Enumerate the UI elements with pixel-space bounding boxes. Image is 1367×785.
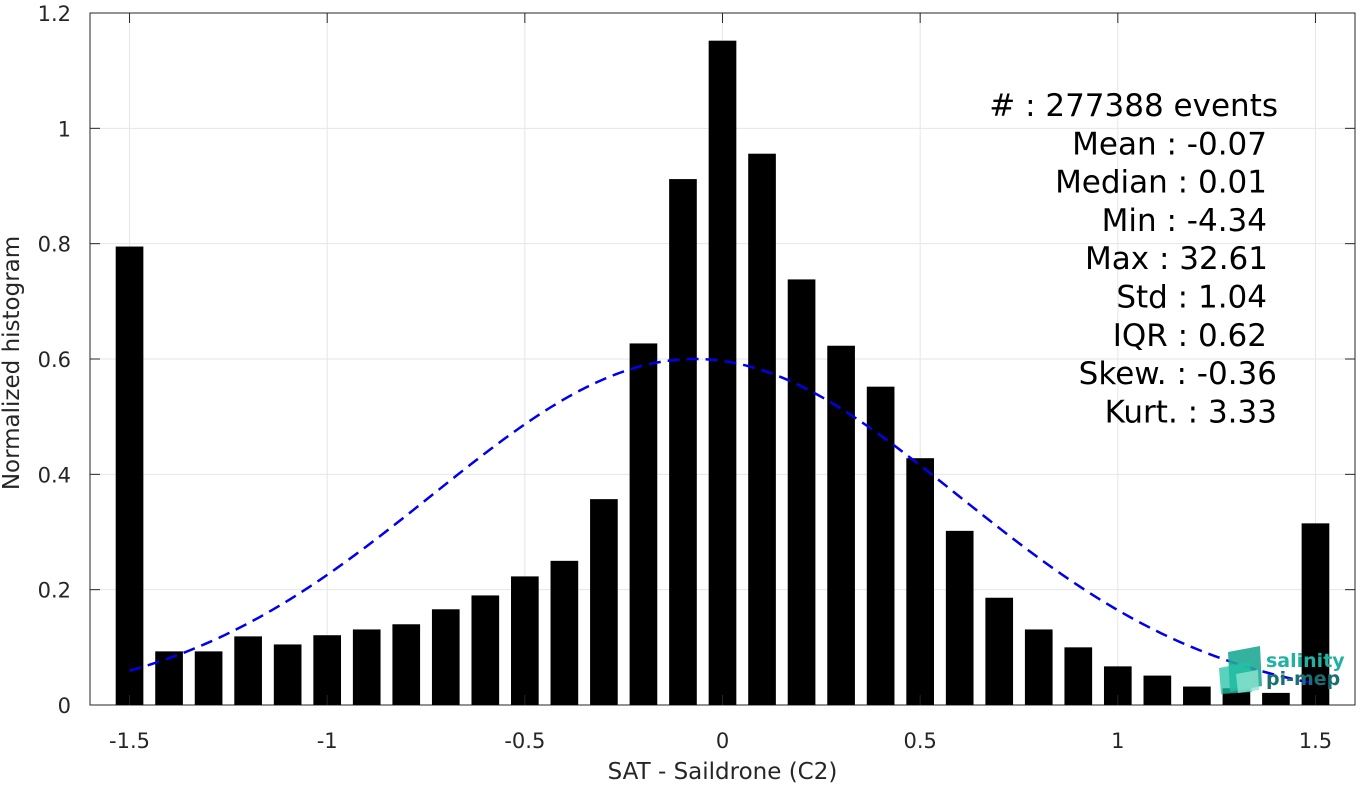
x-tick-label: -1 xyxy=(317,729,338,753)
x-tick-label: 0 xyxy=(716,729,729,753)
histogram-bar xyxy=(827,345,855,705)
histogram-bar xyxy=(392,624,421,705)
histogram-bar xyxy=(431,609,460,705)
histogram-bar xyxy=(234,636,262,705)
histogram-bar xyxy=(471,595,500,705)
histogram-bar xyxy=(115,246,144,706)
histogram-bar xyxy=(1064,647,1093,705)
histogram-bar xyxy=(273,644,302,705)
histogram-bar xyxy=(550,560,579,705)
histogram-bar xyxy=(1024,629,1053,705)
salinity-pimep-logo: salinity pi-mep xyxy=(1219,646,1345,694)
histogram-bar xyxy=(1262,692,1290,705)
histogram-bar xyxy=(906,458,934,705)
histogram-bar xyxy=(669,179,697,705)
x-tick-label: 1 xyxy=(1111,729,1124,753)
histogram-bar xyxy=(511,576,539,705)
stats-line: Mean : -0.07 xyxy=(1072,126,1267,162)
x-tick-label: -1.5 xyxy=(109,729,150,753)
stats-line: # : 277388 events xyxy=(989,88,1278,124)
histogram-bar xyxy=(1301,523,1330,705)
histogram-bar xyxy=(866,386,895,705)
histogram-bar xyxy=(352,629,381,705)
x-axis-ticks: -1.5 -1 -0.5 0 0.5 1 1.5 xyxy=(109,13,1332,753)
stats-line: Kurt. : 3.33 xyxy=(1105,394,1277,430)
gaussian-fit-curve xyxy=(129,357,1316,685)
histogram-bar xyxy=(945,530,974,705)
y-tick-label: 0 xyxy=(58,694,71,718)
histogram-bar xyxy=(590,499,618,705)
histogram-bar xyxy=(708,40,737,706)
y-tick-label: 0.4 xyxy=(38,463,71,487)
histogram-bar xyxy=(1183,686,1211,705)
logo-text-pimep: pi-mep xyxy=(1266,668,1340,690)
y-tick-label: 1 xyxy=(58,117,71,141)
histogram-bar xyxy=(787,279,816,705)
y-axis-ticks: 0 0.2 0.4 0.6 0.8 1 1.2 xyxy=(38,2,1355,718)
stats-line: Max : 32.61 xyxy=(1085,241,1268,277)
y-axis-label: Normalized histogram xyxy=(0,236,25,490)
y-tick-label: 0.2 xyxy=(38,579,71,603)
logo-icon xyxy=(1219,646,1262,694)
stats-line: Median : 0.01 xyxy=(1055,165,1267,201)
y-tick-label: 0.6 xyxy=(38,348,71,372)
x-axis-label: SAT - Saildrone (C2) xyxy=(608,759,838,785)
histogram-bar xyxy=(313,635,342,705)
stats-line: Min : -4.34 xyxy=(1102,203,1267,239)
histogram-bar xyxy=(1143,675,1172,705)
histogram-bar xyxy=(155,651,183,705)
y-tick-label: 0.8 xyxy=(38,233,71,257)
x-tick-label: 0.5 xyxy=(903,729,936,753)
x-tick-label: -0.5 xyxy=(504,729,545,753)
histogram-bar xyxy=(748,153,776,705)
stats-line: IQR : 0.62 xyxy=(1113,318,1267,354)
stats-line: Skew. : -0.36 xyxy=(1079,356,1277,392)
x-tick-label: 1.5 xyxy=(1299,729,1332,753)
histogram-bar xyxy=(985,597,1014,705)
logo-text-salinity: salinity xyxy=(1266,650,1345,672)
bars xyxy=(115,40,1330,706)
histogram-bar xyxy=(194,651,223,705)
y-tick-label: 1.2 xyxy=(38,2,71,26)
stats-line: Std : 1.04 xyxy=(1116,280,1267,316)
histogram-bar xyxy=(629,343,658,705)
